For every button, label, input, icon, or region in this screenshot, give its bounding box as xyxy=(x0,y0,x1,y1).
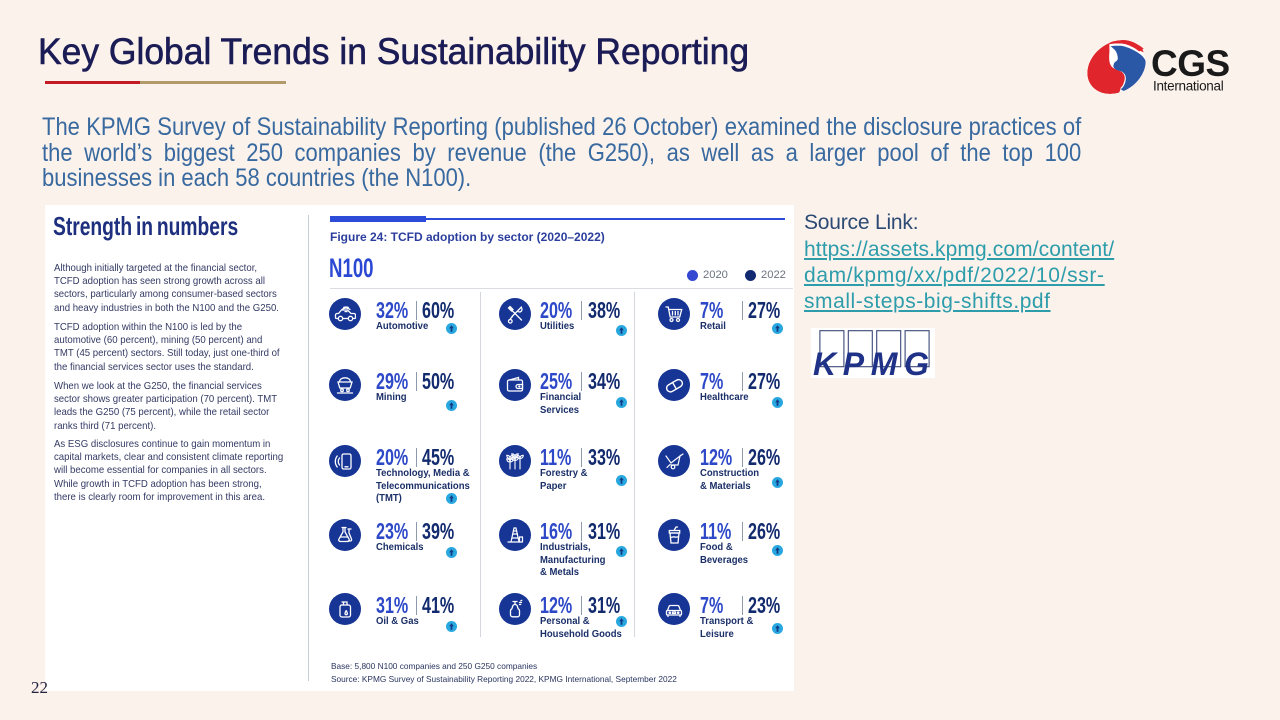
svg-text:International: International xyxy=(1153,79,1224,94)
svg-text:CGS: CGS xyxy=(1151,43,1230,84)
svg-text:KPMG: KPMG xyxy=(813,346,929,378)
